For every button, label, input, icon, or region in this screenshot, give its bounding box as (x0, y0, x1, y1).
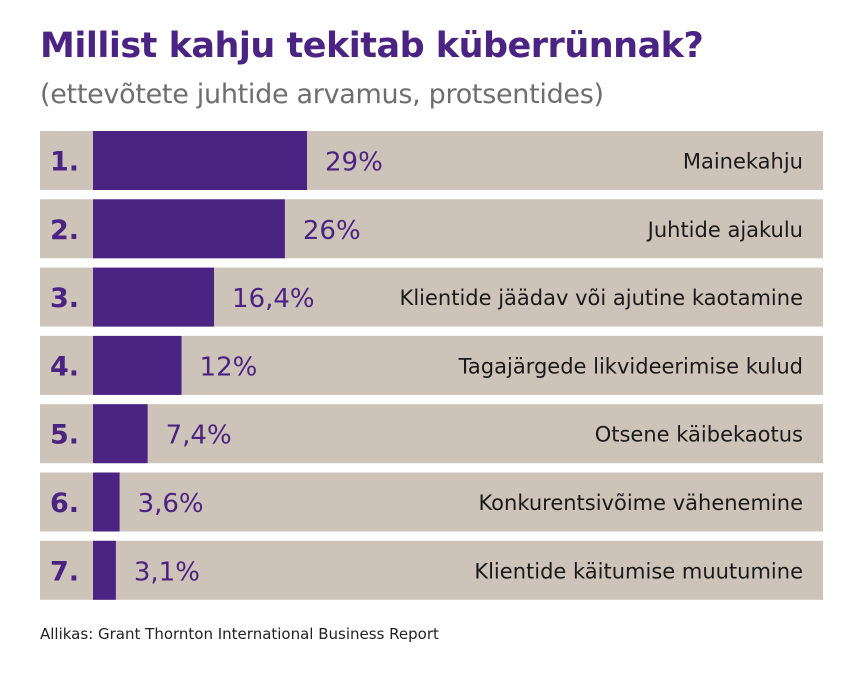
bar (93, 131, 308, 190)
category-label: Konkurentsivõime vähenemine (478, 491, 803, 515)
bar-track (40, 540, 823, 600)
rank-label: 2. (50, 215, 79, 246)
category-label: Otsene käibekaotus (595, 423, 803, 447)
value-label: 29% (325, 148, 383, 178)
value-label: 26% (303, 216, 361, 246)
category-label: Klientide käitumise muutumine (474, 559, 803, 583)
category-label: Klientide jäädav või ajutine kaotamine (400, 286, 803, 310)
rank-label: 3. (50, 283, 79, 314)
value-label: 3,6% (138, 489, 204, 519)
bar (93, 472, 120, 532)
bar (93, 404, 148, 464)
value-label: 3,1% (134, 557, 200, 587)
rank-label: 7. (50, 556, 79, 587)
bar (93, 540, 116, 600)
rank-label: 1. (50, 147, 79, 178)
bar (93, 267, 215, 327)
bar-track (40, 472, 823, 532)
bar-track (40, 404, 823, 464)
value-label: 16,4% (232, 284, 315, 314)
category-label: Tagajärgede likvideerimise kulud (458, 354, 803, 378)
source-note: Allikas: Grant Thornton International Bu… (40, 625, 439, 643)
category-label: Mainekahju (683, 150, 803, 174)
rank-label: 6. (50, 488, 79, 519)
chart-subtitle: (ettevõtete juhtide arvamus, protsentide… (40, 79, 604, 110)
rank-label: 5. (50, 420, 79, 451)
chart-title: Millist kahju tekitab küberrünnak? (40, 26, 704, 66)
value-label: 12% (200, 352, 258, 382)
value-label: 7,4% (166, 421, 232, 451)
bar (93, 335, 182, 395)
category-label: Juhtide ajakulu (646, 218, 803, 242)
bar (93, 199, 285, 259)
rank-label: 4. (50, 351, 79, 382)
